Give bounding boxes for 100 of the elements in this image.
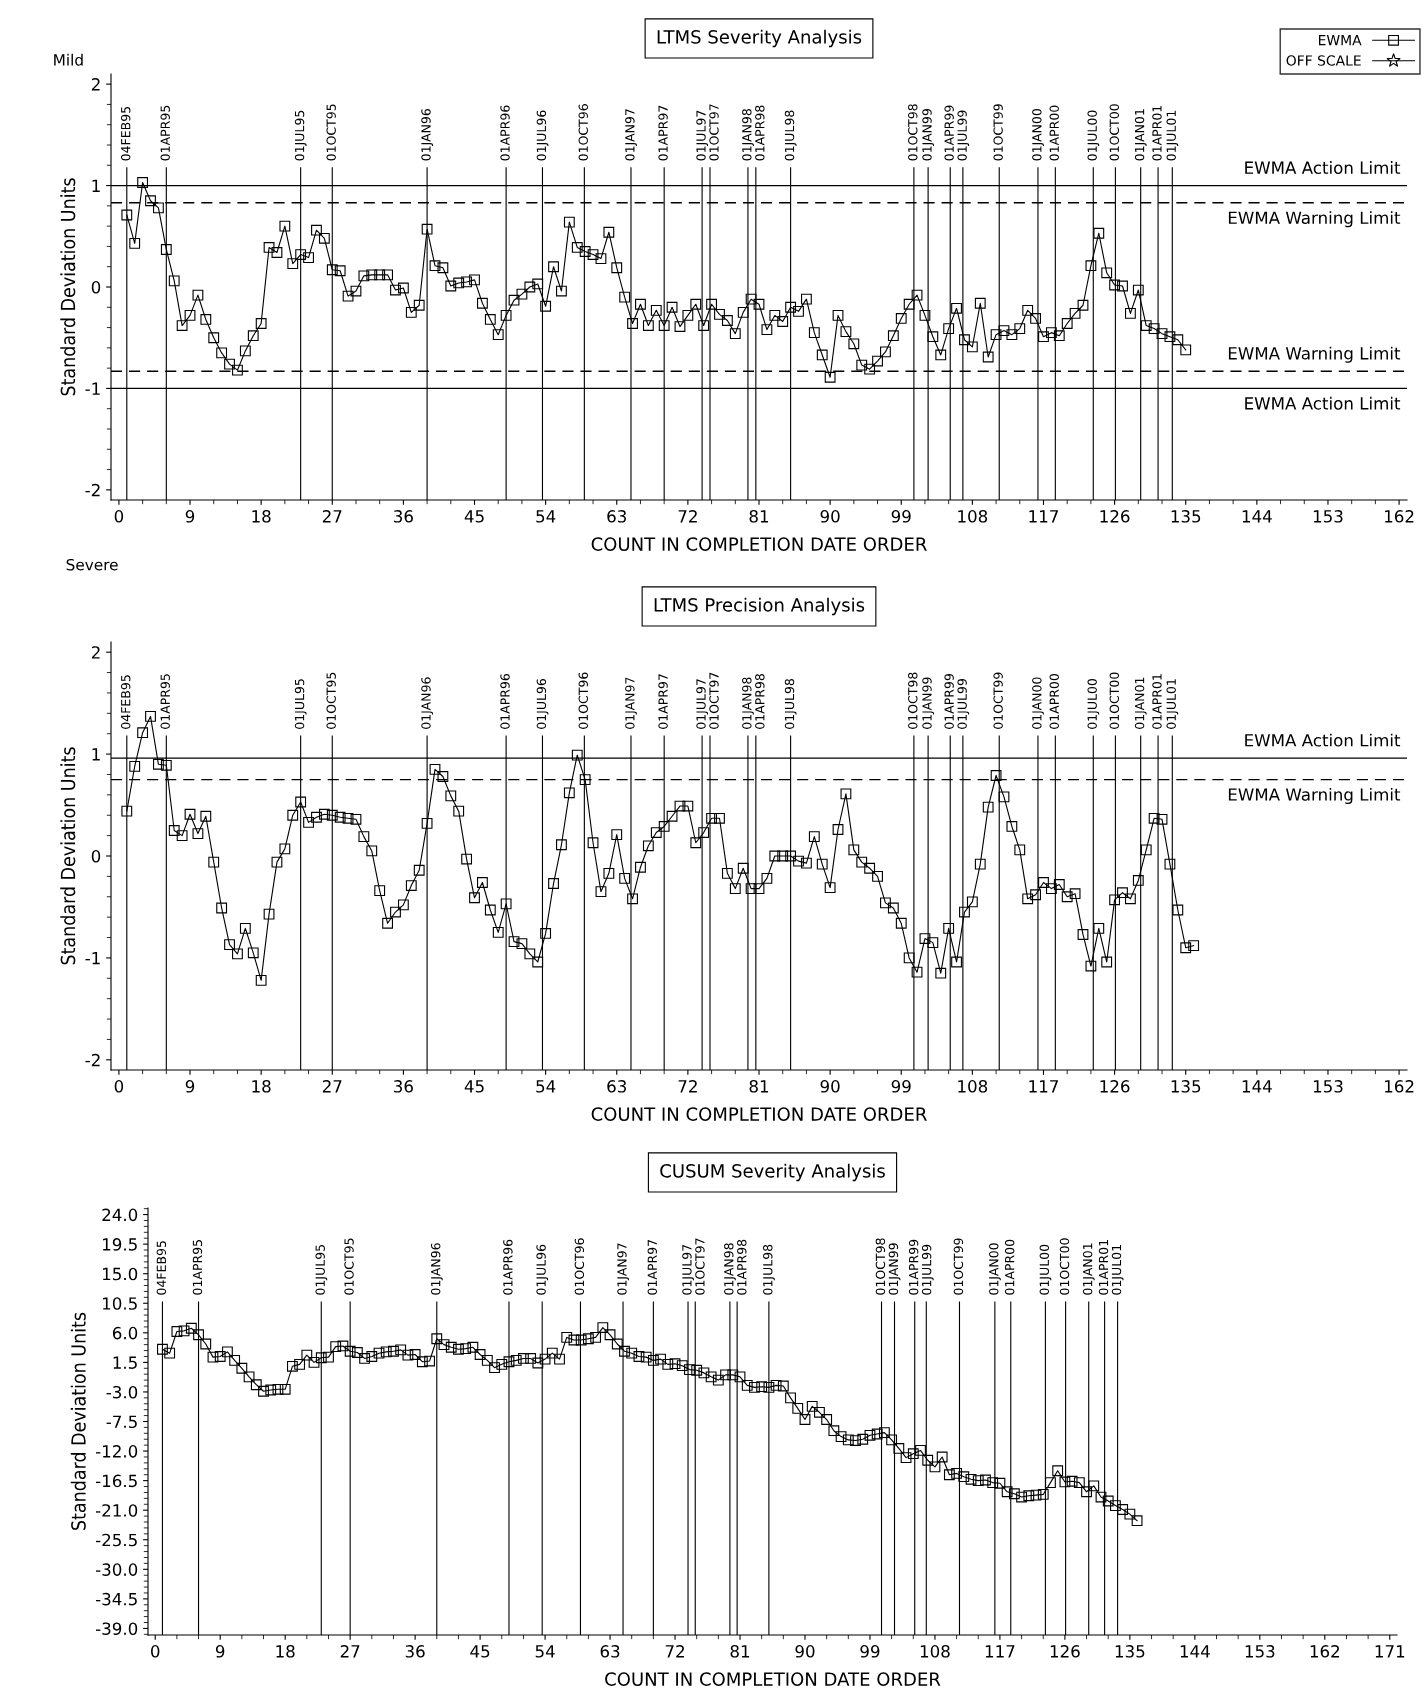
y-tick-label: 1	[92, 179, 100, 192]
ref-line-label: 01APR95	[160, 674, 170, 729]
ref-line-label: 01JAN00	[1032, 677, 1044, 729]
ref-line-label: 01JAN97	[625, 109, 637, 161]
ref-line-label: 01JUL97	[696, 110, 709, 161]
ref-line-label: 01JAN97	[617, 1243, 629, 1295]
ref-line-label: 01JUL01	[1166, 110, 1179, 161]
y-tick-label: 2	[91, 78, 100, 91]
x-tick-label: 9	[185, 1080, 195, 1093]
ref-line-label: 01OCT97	[709, 104, 719, 161]
x-tick-label: 90	[820, 510, 840, 523]
y-tick-label: -1	[85, 952, 100, 965]
x-tick-label: 63	[600, 1645, 620, 1658]
x-tick-label: 135	[1115, 1645, 1145, 1658]
ref-line-label: 01JAN00	[1032, 108, 1044, 161]
x-tick-label: 99	[891, 510, 911, 523]
ref-line-label: 01JUL00	[1087, 678, 1100, 729]
x-tick-label: 36	[405, 1645, 425, 1658]
y-axis-title: Standard Deviation Units	[60, 178, 76, 396]
x-tick-label: 9	[185, 510, 195, 523]
ref-line-label: 01JUL98	[784, 678, 797, 729]
ref-line-label: 01JAN01	[1134, 677, 1147, 729]
chart-title: LTMS Precision Analysis	[654, 597, 865, 616]
ref-line-label: 01JUL01	[1111, 1245, 1124, 1295]
y-tick-label: -3.0	[106, 1385, 138, 1399]
ref-line-label: EWMA Warning Limit	[1228, 211, 1401, 228]
x-tick-label: 54	[536, 1080, 556, 1093]
ref-line-label: 01JUL99	[957, 110, 970, 161]
y-axis-title: Standard Deviation Units	[70, 1312, 86, 1530]
y-axis-title: Standard Deviation Units	[60, 747, 76, 965]
x-tick-label: 81	[749, 510, 769, 523]
x-tick-label: 18	[252, 510, 271, 523]
ref-line-label: 01APR96	[500, 105, 510, 161]
x-tick-label: 162	[1385, 1080, 1414, 1093]
y-tick-label: 19.5	[103, 1238, 137, 1251]
ref-line-label: 01JAN99	[888, 1243, 901, 1295]
ref-line-label: 01APR98	[755, 674, 765, 729]
text: Severe	[66, 558, 118, 571]
x-tick-label: 144	[1242, 1080, 1272, 1093]
x-tick-label: 36	[394, 1080, 413, 1093]
y-tick-label: 2	[91, 646, 100, 659]
ref-line-label: 01APR00	[1004, 1239, 1015, 1295]
ref-line-label: 01APR98	[737, 1239, 747, 1295]
ref-line-label: 01OCT00	[1109, 104, 1120, 161]
x-tick-label: 153	[1313, 510, 1343, 523]
ref-line-label: 01JUL95	[294, 679, 307, 729]
ref-line-label: 01OCT97	[709, 672, 719, 729]
x-tick-label: 108	[920, 1645, 950, 1658]
ref-line-label: 01OCT95	[326, 672, 336, 729]
y-tick-label: 0	[91, 849, 101, 863]
ref-line-label: 01JUL95	[294, 110, 307, 161]
x-tick-label: 108	[958, 510, 988, 523]
ref-line-label: 01APR96	[503, 1239, 513, 1295]
ref-line-label: EWMA Action Limit	[1245, 161, 1401, 175]
ref-line-label: 01APR01	[1152, 105, 1162, 161]
y-tick-label: -1	[85, 382, 100, 395]
x-tick-label: 162	[1385, 510, 1414, 523]
ref-line-label: 01JAN97	[625, 677, 637, 729]
x-tick-label: 63	[607, 1080, 627, 1093]
y-tick-label: -25.5	[95, 1533, 137, 1547]
ref-line-label: 01OCT00	[1059, 1238, 1070, 1295]
x-tick-label: 90	[820, 1080, 840, 1093]
y-tick-label: 6.0	[112, 1326, 138, 1340]
ref-line-label: 01APR01	[1152, 674, 1162, 729]
x-tick-label: 45	[464, 510, 484, 523]
ref-line-label: 01JUL98	[763, 1244, 775, 1295]
ref-line-label: EWMA Action Limit	[1245, 733, 1401, 747]
x-tick-label: 9	[215, 1645, 225, 1658]
ref-line-label: 01APR98	[755, 105, 765, 161]
ref-line-label: 01APR95	[160, 105, 170, 161]
x-tick-label: 135	[1171, 1080, 1201, 1093]
ref-line-label: 01APR97	[658, 674, 668, 729]
x-tick-label: 99	[860, 1645, 880, 1658]
x-tick-label: 72	[665, 1645, 684, 1658]
ref-line-label: 01JAN99	[922, 109, 935, 161]
y-tick-label: -21.0	[95, 1504, 138, 1517]
ref-line-label: 01JUL99	[957, 679, 970, 729]
ref-line-label: 01JUL97	[696, 679, 709, 729]
x-tick-label: 54	[535, 1645, 555, 1658]
ref-line-label: 01OCT98	[875, 1238, 886, 1295]
chart-title: CUSUM Severity Analysis	[660, 1163, 885, 1182]
ref-line-label: 01JUL96	[536, 1244, 549, 1295]
ref-line-label: 01JAN99	[922, 677, 935, 729]
x-tick-label: 54	[536, 510, 556, 523]
ref-line-label: 01JAN98	[724, 1243, 736, 1295]
y-tick-label: 0	[91, 280, 101, 294]
ref-line-label: 01APR01	[1098, 1240, 1109, 1295]
ref-line-label: 01JAN96	[421, 677, 434, 729]
x-tick-label: 81	[749, 1080, 769, 1093]
x-tick-label: 90	[795, 1645, 815, 1658]
x-tick-label: 126	[1050, 1645, 1080, 1658]
x-axis-title: COUNT IN COMPLETION DATE ORDER	[591, 1107, 927, 1121]
ref-line-label: 01OCT99	[993, 104, 1003, 161]
ref-line-label: 01JUL97	[682, 1244, 694, 1295]
y-tick-label: -12.0	[95, 1445, 138, 1458]
x-tick-label: 72	[678, 510, 697, 523]
x-axis-title: COUNT IN COMPLETION DATE ORDER	[605, 1672, 941, 1686]
ref-line-label: 01JUL00	[1039, 1244, 1052, 1295]
y-tick-label: 24.0	[102, 1208, 138, 1222]
x-tick-label: 45	[464, 1080, 484, 1093]
